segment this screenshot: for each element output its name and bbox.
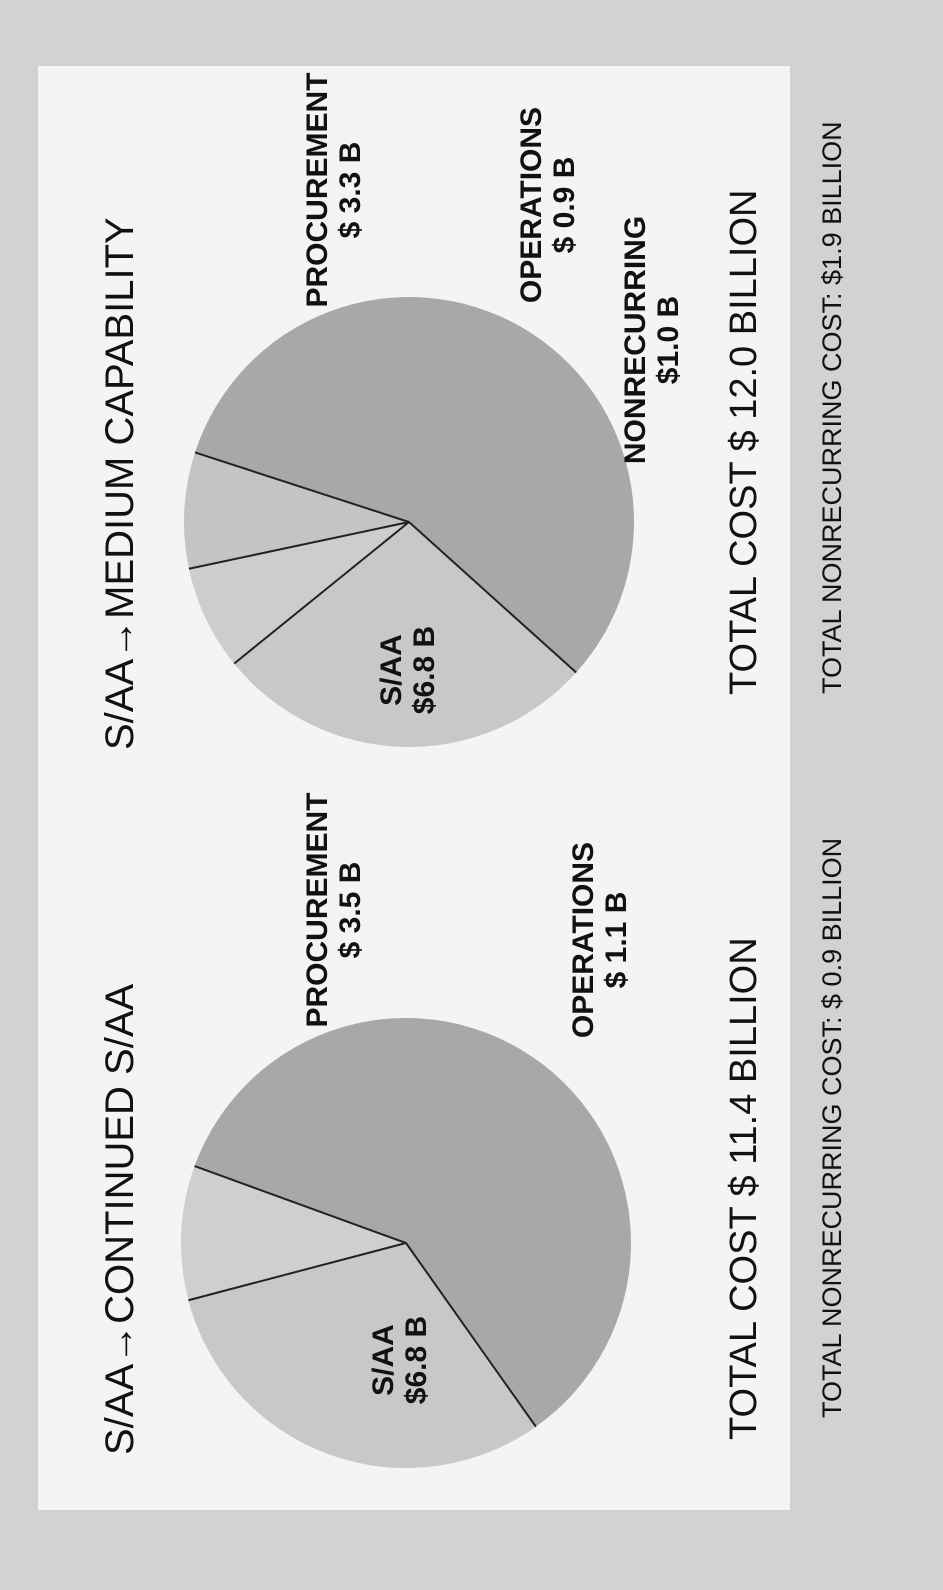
pie-slice-procurement (188, 1243, 536, 1468)
pie-slice-operations (180, 1166, 406, 1301)
slice-divider (188, 1242, 407, 1302)
pie-chart-continued (180, 1017, 631, 1468)
pie-slice-saa (194, 1017, 631, 1427)
slice-divider (194, 451, 410, 523)
pie-slice-procurement (234, 522, 577, 748)
slice-divider (233, 521, 410, 665)
pie-slice-nonrecurring (184, 452, 409, 569)
pie-chart-medium (184, 297, 635, 748)
slice-divider (194, 1165, 407, 1244)
slice-divider (188, 521, 410, 570)
slice-divider (408, 521, 577, 674)
slice-divider (405, 1242, 537, 1428)
pie-slice-saa (195, 297, 635, 673)
